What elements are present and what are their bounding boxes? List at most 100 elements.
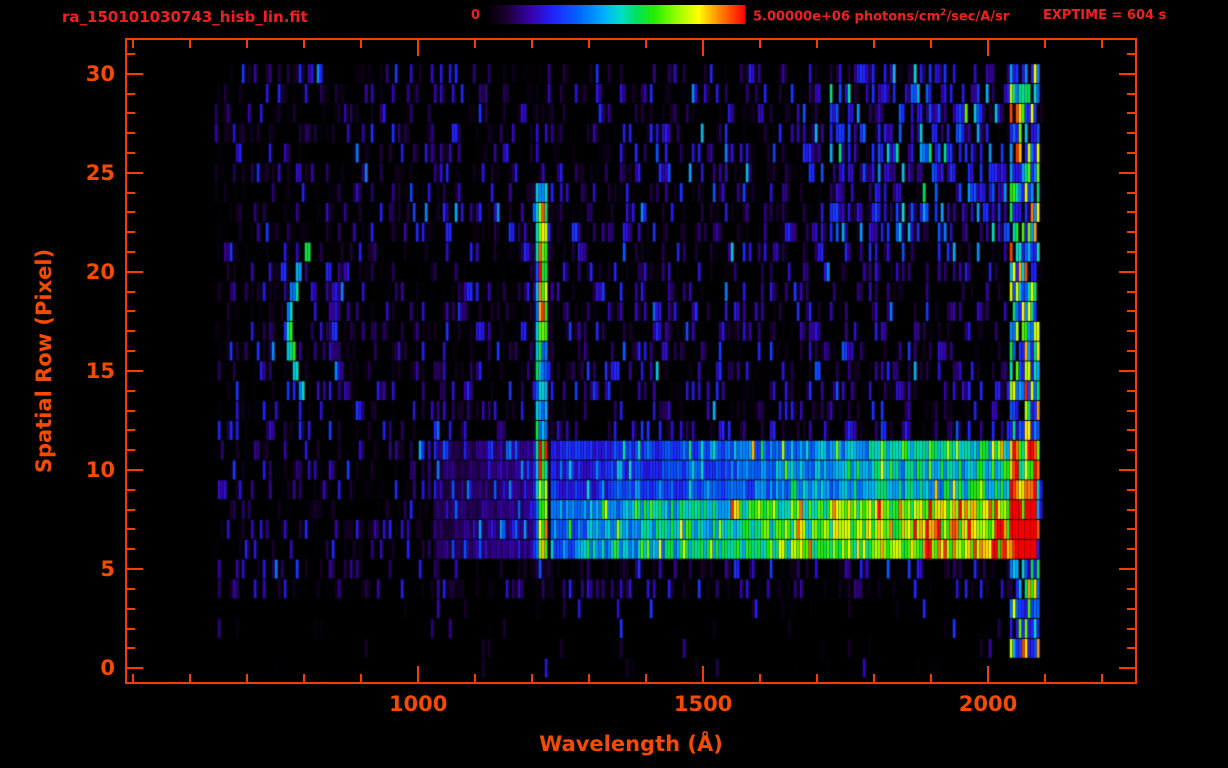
x-major-tick <box>702 40 705 56</box>
y-minor-tick <box>127 112 135 115</box>
x-minor-tick <box>1100 674 1103 682</box>
colorbar-max-label-sup: 2 <box>940 8 947 18</box>
x-minor-tick <box>816 40 819 48</box>
x-major-tick <box>417 40 420 56</box>
y-tick-label: 20 <box>85 259 115 284</box>
y-minor-tick <box>1127 508 1135 511</box>
x-minor-tick <box>759 40 762 48</box>
y-tick-label: 25 <box>85 160 115 185</box>
y-minor-tick <box>127 310 135 313</box>
y-minor-tick <box>1127 587 1135 590</box>
y-minor-tick <box>127 52 135 55</box>
x-minor-tick <box>873 674 876 682</box>
y-minor-tick <box>1127 132 1135 135</box>
x-minor-tick <box>588 40 591 48</box>
spectrogram-image <box>127 40 1135 682</box>
x-minor-tick <box>1043 674 1046 682</box>
y-major-tick <box>1119 468 1135 471</box>
y-minor-tick <box>1127 528 1135 531</box>
y-minor-tick <box>127 191 135 194</box>
y-minor-tick <box>1127 627 1135 630</box>
y-minor-tick <box>1127 191 1135 194</box>
y-tick-label: 0 <box>100 656 115 681</box>
x-minor-tick <box>930 40 932 48</box>
y-minor-tick <box>1127 231 1135 234</box>
y-minor-tick <box>1127 647 1135 650</box>
y-minor-tick <box>127 508 135 511</box>
y-minor-tick <box>1127 310 1135 313</box>
colorbar <box>486 5 745 24</box>
y-minor-tick <box>1127 607 1135 610</box>
y-minor-tick <box>1127 112 1135 115</box>
y-minor-tick <box>1127 548 1135 551</box>
y-major-tick <box>1119 171 1135 174</box>
y-minor-tick <box>127 350 135 353</box>
x-major-tick <box>702 666 705 682</box>
y-tick-label: 10 <box>85 457 115 482</box>
y-minor-tick <box>127 151 135 154</box>
y-minor-tick <box>127 429 135 432</box>
x-major-tick <box>417 666 420 682</box>
y-major-tick <box>127 270 143 273</box>
y-minor-tick <box>127 488 135 491</box>
y-minor-tick <box>1127 290 1135 293</box>
y-tick-label: 5 <box>100 557 115 582</box>
y-major-tick <box>1119 369 1135 372</box>
y-minor-tick <box>127 607 135 610</box>
x-minor-tick <box>360 40 363 48</box>
y-minor-tick <box>127 290 135 293</box>
y-minor-tick <box>127 548 135 551</box>
y-minor-tick <box>1127 350 1135 353</box>
y-major-tick <box>1119 568 1135 571</box>
x-minor-tick <box>645 674 648 682</box>
y-major-tick <box>1119 72 1135 75</box>
x-minor-tick <box>759 674 762 682</box>
colorbar-min-label: 0 <box>470 8 480 23</box>
x-minor-tick <box>246 40 249 48</box>
y-minor-tick <box>127 587 135 590</box>
x-minor-tick <box>303 674 306 682</box>
y-minor-tick <box>127 251 135 254</box>
x-minor-tick <box>1043 40 1046 48</box>
x-minor-tick <box>189 674 192 682</box>
x-minor-tick <box>132 40 135 48</box>
x-minor-tick <box>189 40 192 48</box>
y-major-tick <box>127 72 143 75</box>
y-minor-tick <box>127 231 135 234</box>
y-minor-tick <box>1127 211 1135 214</box>
y-minor-tick <box>127 330 135 333</box>
x-minor-tick <box>303 40 306 48</box>
y-minor-tick <box>127 627 135 630</box>
y-minor-tick <box>127 92 135 95</box>
y-major-tick <box>127 568 143 571</box>
x-minor-tick <box>1100 40 1103 48</box>
y-major-tick <box>127 667 143 670</box>
x-axis-title: Wavelength (Å) <box>539 732 723 756</box>
y-minor-tick <box>1127 389 1135 392</box>
colorbar-max-label-pre: 5.00000e+06 photons/cm <box>753 9 941 25</box>
x-minor-tick <box>246 674 249 682</box>
exptime-label: EXPTIME = 604 s <box>1043 8 1167 23</box>
x-minor-tick <box>531 40 534 48</box>
filename-label: ra_150101030743_hisb_lin.fit <box>62 8 308 26</box>
y-minor-tick <box>1127 52 1135 55</box>
y-minor-tick <box>1127 449 1135 452</box>
x-minor-tick <box>816 674 819 682</box>
x-major-tick <box>986 666 989 682</box>
y-minor-tick <box>1127 251 1135 254</box>
y-tick-label: 30 <box>85 61 115 86</box>
y-minor-tick <box>127 528 135 531</box>
y-minor-tick <box>127 211 135 214</box>
x-minor-tick <box>474 40 477 48</box>
x-tick-label: 2000 <box>958 692 1018 716</box>
y-minor-tick <box>1127 429 1135 432</box>
y-minor-tick <box>1127 330 1135 333</box>
y-minor-tick <box>1127 409 1135 412</box>
x-minor-tick <box>531 674 534 682</box>
colorbar-max-label-post: /sec/A/sr <box>946 9 1010 25</box>
y-major-tick <box>1119 270 1135 273</box>
y-minor-tick <box>127 449 135 452</box>
y-minor-tick <box>1127 92 1135 95</box>
x-minor-tick <box>588 674 591 682</box>
